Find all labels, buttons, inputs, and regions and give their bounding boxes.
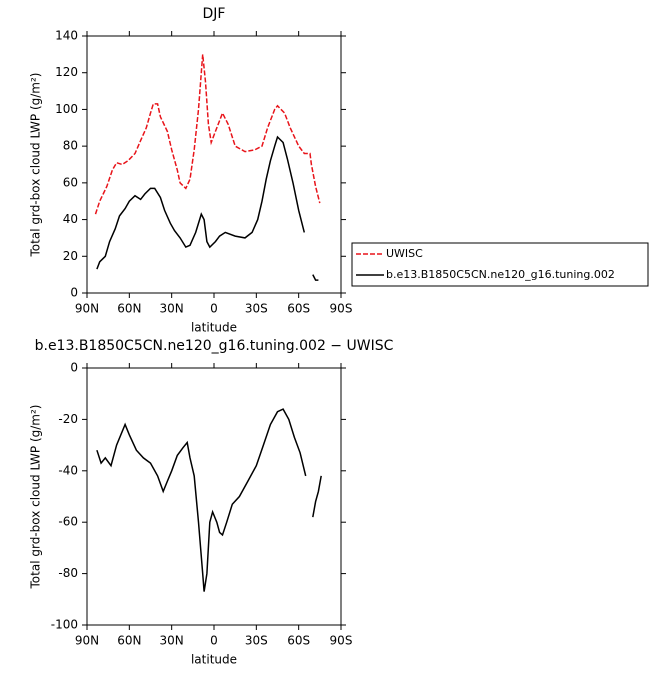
x-tick-label: 0: [210, 302, 218, 316]
y-tick-label: -100: [51, 618, 78, 632]
legend-box: [351, 242, 649, 287]
x-axis-label: latitude: [191, 321, 237, 335]
legend-label: UWISC: [386, 247, 423, 260]
y-tick-label: 60: [63, 175, 78, 189]
y-tick-label: -80: [58, 566, 78, 580]
chart-title: b.e13.B1850C5CN.ne120_g16.tuning.002 − U…: [35, 338, 394, 354]
y-tick-label: 120: [55, 65, 78, 79]
x-tick-label: 60N: [117, 302, 141, 316]
x-tick-label: 60N: [117, 634, 141, 648]
y-tick-label: 100: [55, 102, 78, 116]
x-tick-label: 30N: [160, 634, 184, 648]
y-tick-label: 0: [70, 286, 78, 300]
x-tick-label: 30N: [160, 302, 184, 316]
y-tick-label: -60: [58, 515, 78, 529]
legend-label: b.e13.B1850C5CN.ne120_g16.tuning.002: [386, 268, 615, 281]
chart-title: DJF: [203, 6, 226, 22]
x-tick-label: 90N: [75, 302, 99, 316]
x-tick-label: 30S: [245, 634, 268, 648]
y-tick-label: 20: [63, 249, 78, 263]
y-tick-label: 40: [63, 212, 78, 226]
data-line: [96, 135, 319, 281]
y-axis-label: Total grd-box cloud LWP (g/m²): [29, 73, 43, 258]
x-tick-label: 60S: [287, 302, 310, 316]
x-tick-label: 0: [210, 634, 218, 648]
data-line: [96, 408, 322, 592]
x-tick-label: 60S: [287, 634, 310, 648]
data-line: [94, 54, 321, 215]
y-tick-label: -20: [58, 412, 78, 426]
y-tick-label: 140: [55, 29, 78, 43]
x-tick-label: 30S: [245, 302, 268, 316]
plot-frame: [86, 367, 342, 626]
x-tick-label: 90S: [330, 634, 353, 648]
y-axis-label: Total grd-box cloud LWP (g/m²): [29, 405, 43, 590]
x-tick-label: 90N: [75, 634, 99, 648]
plot-frame: [86, 35, 342, 294]
y-tick-label: 80: [63, 139, 78, 153]
x-tick-label: 90S: [330, 302, 353, 316]
y-tick-label: 0: [70, 361, 78, 375]
x-axis-label: latitude: [191, 653, 237, 667]
y-tick-label: -40: [58, 463, 78, 477]
